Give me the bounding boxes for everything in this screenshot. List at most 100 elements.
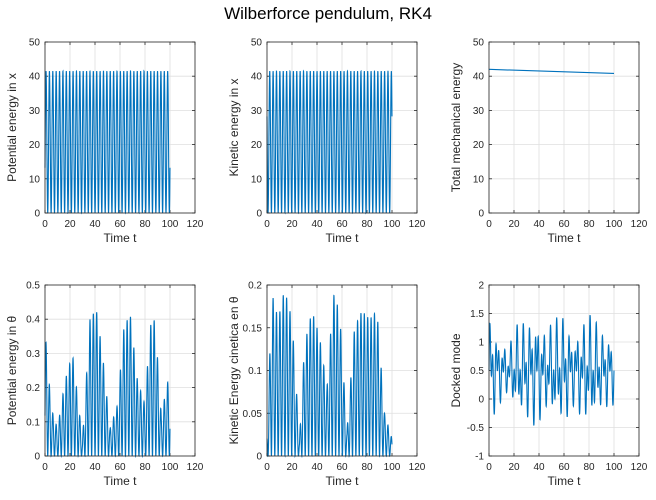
x-tick-label: 20 <box>286 219 298 230</box>
x-tick-label: 20 <box>286 462 298 473</box>
y-tick-label: 1.5 <box>470 309 484 320</box>
x-tick-label: 20 <box>508 462 520 473</box>
y-axis-label: Total mechanical energy <box>449 63 463 192</box>
axes-frame <box>266 41 418 214</box>
y-tick-label: 40 <box>29 72 41 83</box>
y-tick-label: 50 <box>251 38 263 49</box>
x-tick-label: 40 <box>311 462 323 473</box>
x-tick-label: 100 <box>606 462 623 473</box>
x-tick-label: 80 <box>583 219 595 230</box>
x-tick-label: 80 <box>361 219 373 230</box>
x-tick-label: 100 <box>606 219 623 230</box>
subplot-5: 0 20 40 60 80 100 120 0 0.05 0.1 0.15 0.2 Time t Kine… <box>227 281 426 489</box>
y-tick-label: 10 <box>29 174 41 185</box>
x-tick-label: 60 <box>336 462 348 473</box>
x-axis-label: Time t <box>104 231 138 245</box>
y-tick-label: 20 <box>29 140 41 151</box>
x-axis-label: Time t <box>548 474 582 488</box>
y-tick-label: 0.05 <box>243 409 263 420</box>
y-tick-label: 10 <box>473 174 485 185</box>
x-tick-label: 40 <box>533 219 545 230</box>
x-tick-label: 0 <box>42 462 48 473</box>
x-tick-label: 120 <box>631 219 648 230</box>
x-tick-label: 20 <box>64 462 76 473</box>
y-tick-label: 30 <box>473 106 485 117</box>
series-line-1 <box>44 69 171 215</box>
x-tick-label: 60 <box>114 462 126 473</box>
y-tick-label: 50 <box>473 38 485 49</box>
y-tick-label: 0.5 <box>26 281 40 292</box>
x-axis-label: Time t <box>326 474 360 488</box>
axes-frame <box>488 41 640 214</box>
y-tick-label: 0 <box>256 452 262 463</box>
y-tick-label: 30 <box>251 106 263 117</box>
series-line-1 <box>488 68 615 75</box>
y-tick-label: 0.4 <box>26 315 40 326</box>
y-tick-label: 10 <box>251 174 263 185</box>
y-tick-label: 1 <box>478 338 484 349</box>
x-tick-label: 120 <box>409 462 426 473</box>
x-axis-label: Time t <box>548 231 582 245</box>
y-tick-label: 0.1 <box>248 366 262 377</box>
axes-frame <box>266 284 418 457</box>
series-line-1 <box>488 315 615 426</box>
x-tick-label: 120 <box>409 219 426 230</box>
x-tick-label: 60 <box>558 219 570 230</box>
x-tick-label: 120 <box>631 462 648 473</box>
series-line-1 <box>266 69 393 215</box>
subplot-3: 0 20 40 60 80 100 120 0 10 20 30 40 50 Time t Total me… <box>449 38 648 246</box>
x-tick-label: 80 <box>361 462 373 473</box>
axes-frame <box>488 284 640 457</box>
y-axis-label: Kinetic Energy cinetica en θ <box>227 296 241 444</box>
subplot-4: 0 20 40 60 80 100 120 0 0.1 0.2 0.3 0.4 0.5 Time t Pot… <box>5 281 204 489</box>
y-tick-label: 0 <box>478 395 484 406</box>
y-tick-label: 20 <box>251 140 263 151</box>
y-tick-label: 2 <box>478 281 484 292</box>
axes-frame <box>44 41 196 214</box>
x-tick-label: 40 <box>89 219 101 230</box>
y-axis-label: Potential energy in x <box>5 73 19 182</box>
x-tick-label: 0 <box>486 219 492 230</box>
x-tick-label: 100 <box>162 462 179 473</box>
y-tick-label: 0.2 <box>26 383 40 394</box>
axes-frame <box>44 284 196 457</box>
x-tick-label: 20 <box>508 219 520 230</box>
y-tick-label: -1 <box>475 452 484 463</box>
subplot-2: 0 20 40 60 80 100 120 0 10 20 30 40 50 Time t Kinetic … <box>227 38 426 246</box>
x-tick-label: 100 <box>384 462 401 473</box>
x-tick-label: 80 <box>583 462 595 473</box>
x-tick-label: 60 <box>558 462 570 473</box>
figure-title: Wilberforce pendulum, RK4 <box>224 4 432 23</box>
y-tick-label: 0.3 <box>26 349 40 360</box>
x-axis-label: Time t <box>104 474 138 488</box>
series-line-1 <box>266 294 393 459</box>
x-tick-label: 40 <box>311 219 323 230</box>
x-tick-label: 100 <box>384 219 401 230</box>
x-tick-label: 120 <box>187 219 204 230</box>
y-tick-label: 0.5 <box>470 366 484 377</box>
y-tick-label: 0.15 <box>243 323 263 334</box>
y-tick-label: 0 <box>34 452 40 463</box>
y-tick-label: 0 <box>478 209 484 220</box>
y-tick-label: 40 <box>473 72 485 83</box>
y-axis-label: Potential energy in θ <box>5 315 19 425</box>
subplot-6: 0 20 40 60 80 100 120 -1 -0.5 0 0.5 1 1.5 2 Time t Dock… <box>449 281 648 489</box>
y-tick-label: 0.2 <box>248 281 262 292</box>
x-tick-label: 0 <box>486 462 492 473</box>
y-axis-label: Docked mode <box>449 333 463 407</box>
series-line-1 <box>44 312 171 459</box>
x-tick-label: 100 <box>162 219 179 230</box>
y-tick-label: -0.5 <box>467 423 485 434</box>
x-tick-label: 40 <box>533 462 545 473</box>
x-tick-label: 80 <box>139 219 151 230</box>
x-tick-label: 60 <box>336 219 348 230</box>
x-tick-label: 0 <box>264 462 270 473</box>
y-tick-label: 20 <box>473 140 485 151</box>
x-tick-label: 60 <box>114 219 126 230</box>
y-tick-label: 40 <box>251 72 263 83</box>
x-tick-label: 80 <box>139 462 151 473</box>
y-tick-label: 0.1 <box>26 417 40 428</box>
x-tick-label: 40 <box>89 462 101 473</box>
